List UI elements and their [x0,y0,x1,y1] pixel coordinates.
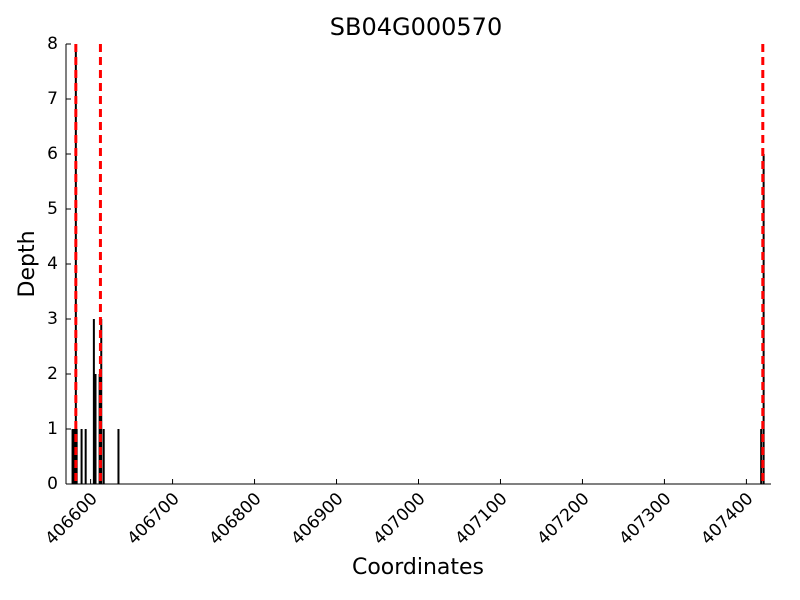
x-tick-label: 407400 [697,489,757,549]
x-tick-label: 406600 [42,489,102,549]
x-tick-label: 407200 [533,489,593,549]
x-tick-label: 407300 [615,489,675,549]
y-tick-label: 3 [47,309,58,329]
x-tick-label: 406800 [206,489,266,549]
x-tick-label: 406700 [124,489,184,549]
y-tick-label: 7 [47,89,58,109]
y-axis-label: Depth [15,230,40,297]
y-tick-label: 2 [47,364,58,384]
chart-title: SB04G000570 [330,13,502,41]
y-tick-label: 4 [47,254,58,274]
y-tick-label: 0 [47,474,58,494]
x-axis-label: Coordinates [352,555,484,580]
y-tick-label: 1 [47,419,58,439]
x-tick-label: 407000 [370,489,430,549]
y-tick-label: 5 [47,199,58,219]
x-tick-label: 406900 [288,489,348,549]
x-tick-label: 407100 [452,489,512,549]
y-tick-label: 6 [47,144,58,164]
y-tick-label: 8 [47,34,58,54]
